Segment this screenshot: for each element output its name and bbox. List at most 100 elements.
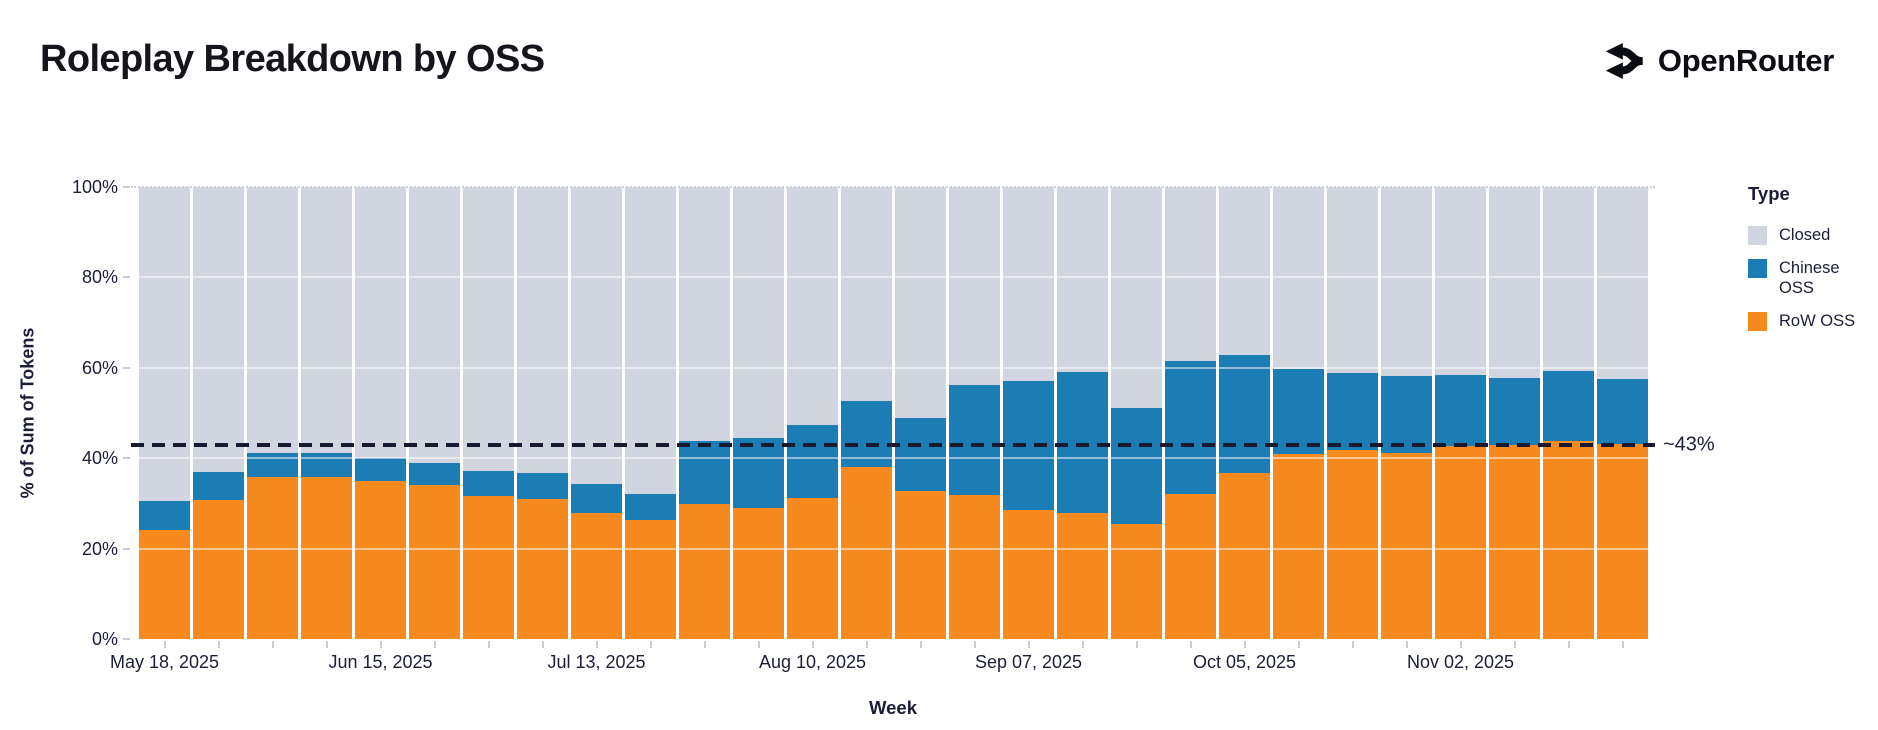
segment-closed bbox=[301, 187, 352, 454]
segment-row-oss bbox=[409, 485, 460, 639]
segment-chinese-oss bbox=[139, 500, 190, 530]
x-tick-mark bbox=[1189, 641, 1192, 648]
segment-chinese-oss bbox=[733, 437, 784, 508]
x-tick-mark bbox=[1081, 641, 1084, 648]
x-tick-mark bbox=[1405, 641, 1408, 648]
x-tick-mark bbox=[541, 641, 544, 648]
x-tick-mark bbox=[1297, 641, 1300, 648]
segment-chinese-oss bbox=[571, 483, 622, 513]
segment-row-oss bbox=[949, 495, 1000, 639]
x-tick-mark bbox=[865, 641, 868, 648]
segment-row-oss bbox=[1003, 509, 1054, 639]
bar-week bbox=[625, 187, 676, 639]
segment-chinese-oss bbox=[517, 473, 568, 499]
segment-chinese-oss bbox=[1489, 378, 1540, 445]
segment-chinese-oss bbox=[895, 417, 946, 492]
segment-chinese-oss bbox=[463, 470, 514, 497]
segment-row-oss bbox=[1597, 444, 1648, 639]
legend-label: Closed bbox=[1779, 226, 1831, 244]
segment-closed bbox=[1381, 187, 1432, 376]
openrouter-logo-icon bbox=[1605, 43, 1643, 79]
y-tick-mark bbox=[123, 186, 130, 188]
segment-chinese-oss bbox=[625, 493, 676, 520]
segment-row-oss bbox=[1165, 493, 1216, 639]
x-tick-mark bbox=[649, 641, 652, 648]
segment-row-oss bbox=[841, 467, 892, 639]
y-axis-title: % of Sum of Tokens bbox=[17, 327, 38, 499]
legend-label: Chinese OSS bbox=[1779, 259, 1840, 297]
segment-closed bbox=[463, 187, 514, 471]
segment-row-oss bbox=[355, 481, 406, 639]
segment-row-oss bbox=[463, 496, 514, 639]
segment-row-oss bbox=[1111, 524, 1162, 639]
segment-closed bbox=[949, 187, 1000, 386]
legend-swatch bbox=[1748, 226, 1767, 245]
legend-item-closed: Closed bbox=[1748, 225, 1874, 245]
segment-chinese-oss bbox=[1111, 408, 1162, 525]
brand-lockup: OpenRouter bbox=[1598, 38, 1834, 84]
bar-week bbox=[1165, 187, 1216, 639]
segment-chinese-oss bbox=[1543, 370, 1594, 442]
segment-row-oss bbox=[679, 503, 730, 639]
segment-closed bbox=[409, 187, 460, 464]
gridline-100 bbox=[131, 186, 1655, 188]
segment-row-oss bbox=[1273, 454, 1324, 639]
bar-week bbox=[409, 187, 460, 639]
y-tick-label: 20% bbox=[81, 538, 118, 559]
bar-week bbox=[787, 187, 838, 639]
x-tick-mark bbox=[1567, 641, 1570, 648]
bar-week bbox=[1057, 187, 1108, 639]
y-tick-label: 80% bbox=[81, 267, 118, 288]
segment-closed bbox=[1327, 187, 1378, 374]
bar-week bbox=[1543, 187, 1594, 639]
segment-row-oss bbox=[895, 491, 946, 639]
segment-closed bbox=[517, 187, 568, 474]
bar-week bbox=[1327, 187, 1378, 639]
bar-week bbox=[1435, 187, 1486, 639]
segment-closed bbox=[1489, 187, 1540, 379]
threshold-annotation: ~43% bbox=[1663, 433, 1715, 456]
y-tick-mark bbox=[123, 276, 130, 279]
segment-chinese-oss bbox=[949, 385, 1000, 496]
segment-closed bbox=[1003, 187, 1054, 382]
segment-row-oss bbox=[1057, 512, 1108, 639]
segment-row-oss bbox=[787, 497, 838, 639]
segment-chinese-oss bbox=[301, 453, 352, 478]
x-tick-mark bbox=[1459, 641, 1462, 648]
segment-row-oss bbox=[625, 519, 676, 639]
segment-row-oss bbox=[247, 477, 298, 639]
segment-chinese-oss bbox=[679, 440, 730, 504]
x-tick-mark bbox=[487, 641, 490, 648]
x-tick-mark bbox=[973, 641, 976, 648]
threshold-dashed-line bbox=[131, 443, 1655, 447]
x-tick-mark bbox=[1621, 641, 1624, 648]
bar-week bbox=[1597, 187, 1648, 639]
x-tick-mark bbox=[433, 641, 436, 648]
bar-week bbox=[571, 187, 622, 639]
x-tick-mark bbox=[1135, 641, 1138, 648]
bar-week bbox=[1219, 187, 1270, 639]
segment-closed bbox=[679, 187, 730, 441]
segment-row-oss bbox=[301, 477, 352, 639]
x-tick-mark bbox=[1351, 641, 1354, 648]
x-tick-mark bbox=[217, 641, 220, 648]
segment-closed bbox=[247, 187, 298, 454]
legend-swatch bbox=[1748, 312, 1767, 331]
segment-closed bbox=[1165, 187, 1216, 362]
x-tick-mark bbox=[811, 641, 814, 648]
segment-closed bbox=[1057, 187, 1108, 373]
bar-week bbox=[841, 187, 892, 639]
segment-chinese-oss bbox=[1327, 373, 1378, 450]
segment-chinese-oss bbox=[355, 458, 406, 482]
legend-item-row-oss: RoW OSS bbox=[1748, 311, 1874, 331]
x-tick-label: Jun 15, 2025 bbox=[328, 652, 433, 672]
segment-row-oss bbox=[1219, 472, 1270, 639]
bar-week bbox=[1489, 187, 1540, 639]
x-tick-label: Jul 13, 2025 bbox=[547, 652, 646, 672]
bar-week bbox=[1381, 187, 1432, 639]
segment-row-oss bbox=[571, 512, 622, 639]
segment-closed bbox=[625, 187, 676, 494]
segment-chinese-oss bbox=[1165, 361, 1216, 494]
x-tick-label: Aug 10, 2025 bbox=[758, 652, 867, 672]
